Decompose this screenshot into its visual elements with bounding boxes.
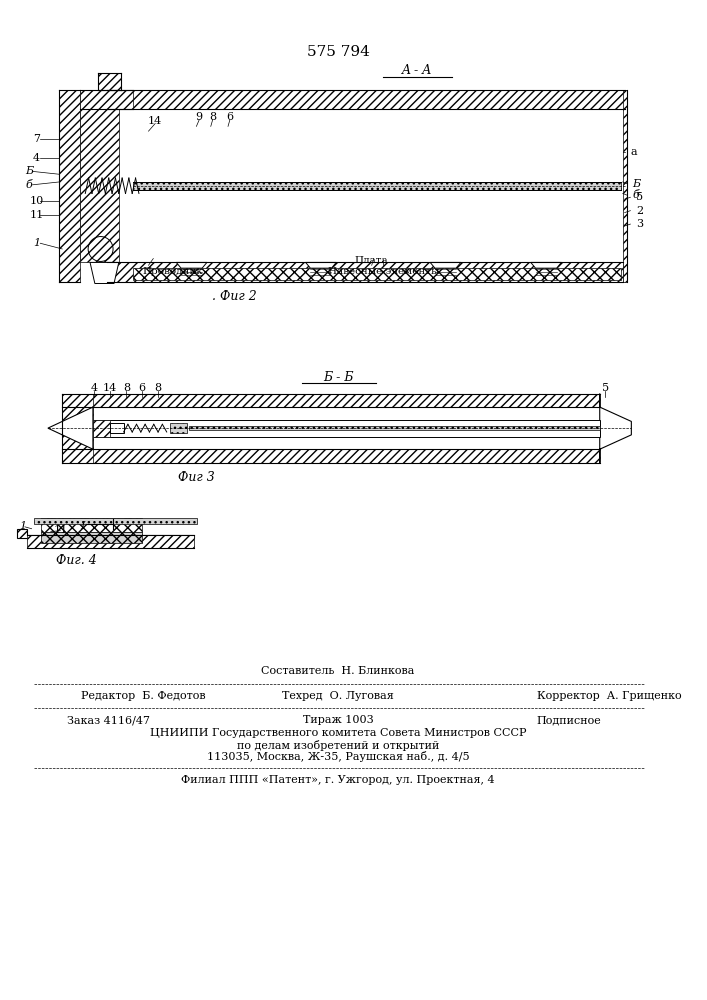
- Bar: [27, 535, 194, 548]
- Text: 11: 11: [29, 210, 44, 220]
- Text: 575 794: 575 794: [307, 45, 370, 59]
- Text: Навесные элементы: Навесные элементы: [327, 267, 439, 276]
- Bar: [110, 423, 124, 433]
- Text: 6: 6: [226, 112, 233, 122]
- Text: Б - Б: Б - Б: [323, 371, 354, 384]
- Bar: [35, 518, 197, 524]
- Text: Подписное: Подписное: [537, 715, 601, 725]
- Text: 1: 1: [33, 238, 40, 248]
- Polygon shape: [600, 394, 631, 463]
- Text: 9: 9: [196, 112, 203, 122]
- Text: 1: 1: [19, 521, 26, 531]
- Text: Фиг 3: Фиг 3: [178, 471, 215, 484]
- Bar: [62, 449, 600, 463]
- Polygon shape: [17, 529, 194, 538]
- Text: Б: Б: [25, 166, 33, 176]
- Text: 6: 6: [139, 383, 146, 393]
- Polygon shape: [48, 407, 93, 449]
- Bar: [170, 423, 187, 433]
- Text: 10: 10: [29, 196, 44, 206]
- Bar: [59, 90, 81, 282]
- Bar: [47, 518, 54, 535]
- Bar: [81, 109, 119, 262]
- Text: Тираж 1003: Тираж 1003: [303, 715, 373, 725]
- Polygon shape: [176, 262, 207, 268]
- Bar: [93, 420, 600, 437]
- Text: Фиг. 4: Фиг. 4: [57, 554, 97, 567]
- Bar: [107, 90, 625, 109]
- Text: 4: 4: [33, 153, 40, 163]
- Bar: [81, 90, 133, 109]
- Bar: [107, 262, 623, 282]
- Bar: [41, 518, 142, 532]
- Polygon shape: [90, 262, 119, 283]
- Text: A - A: A - A: [402, 64, 432, 77]
- Bar: [623, 90, 626, 282]
- Text: 8: 8: [123, 383, 130, 393]
- Polygon shape: [531, 262, 561, 268]
- Text: Плата: Плата: [354, 256, 388, 265]
- Text: . Фиг 2: . Фиг 2: [212, 290, 257, 303]
- Bar: [189, 426, 600, 430]
- Text: б: б: [25, 180, 32, 190]
- Bar: [133, 268, 621, 280]
- Text: 5: 5: [636, 192, 643, 202]
- Text: Заказ 4116/47: Заказ 4116/47: [67, 715, 150, 725]
- Bar: [98, 73, 121, 90]
- Text: I: I: [80, 521, 85, 531]
- Text: 3: 3: [636, 219, 643, 229]
- Text: Проводник: Проводник: [142, 267, 203, 276]
- Bar: [133, 182, 621, 190]
- Text: Корректор  А. Грищенко: Корректор А. Грищенко: [537, 691, 681, 701]
- Bar: [62, 394, 93, 463]
- Text: Техред  О. Луговая: Техред О. Луговая: [282, 691, 394, 701]
- Text: 14: 14: [103, 383, 117, 393]
- Text: Редактор  Б. Федотов: Редактор Б. Федотов: [81, 691, 206, 701]
- Polygon shape: [430, 262, 461, 268]
- Bar: [81, 518, 88, 535]
- Text: б: б: [632, 190, 639, 200]
- Text: ЦНИИПИ Государственного комитета Совета Министров СССР: ЦНИИПИ Государственного комитета Совета …: [150, 728, 527, 738]
- Bar: [41, 532, 142, 543]
- Text: Составитель  Н. Блинкова: Составитель Н. Блинкова: [262, 666, 415, 676]
- Text: 2: 2: [636, 206, 643, 216]
- Polygon shape: [305, 262, 337, 268]
- Text: Филиал ППП «Патент», г. Ужгород, ул. Проектная, 4: Филиал ППП «Патент», г. Ужгород, ул. Про…: [182, 775, 495, 785]
- Text: 7: 7: [33, 134, 40, 144]
- Text: 4: 4: [90, 383, 98, 393]
- Bar: [62, 394, 600, 407]
- Bar: [124, 518, 132, 535]
- Text: 113035, Москва, Ж-35, Раушская наб., д. 4/5: 113035, Москва, Ж-35, Раушская наб., д. …: [207, 751, 469, 762]
- Text: 8: 8: [155, 383, 162, 393]
- Text: по делам изобретений и открытий: по делам изобретений и открытий: [237, 740, 439, 751]
- Text: 5: 5: [602, 383, 609, 393]
- Text: 8: 8: [209, 112, 216, 122]
- Text: 14: 14: [148, 116, 163, 126]
- Text: 11: 11: [54, 525, 68, 535]
- Text: а: а: [631, 147, 637, 157]
- Bar: [93, 420, 110, 437]
- Text: Б: Б: [632, 179, 641, 189]
